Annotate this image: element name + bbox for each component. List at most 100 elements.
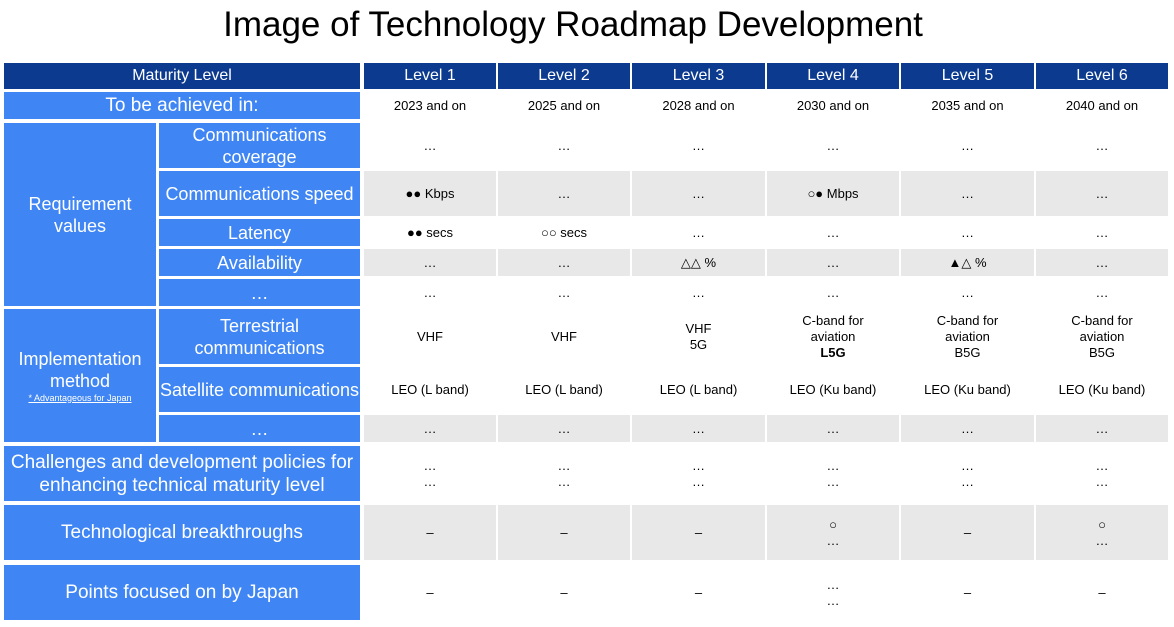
breakthroughs-value-line: … (1095, 532, 1109, 548)
requirement-value-cell: … (1036, 123, 1168, 168)
implementation-value-cell: LEO (Ku band) (1036, 367, 1168, 412)
requirement-value-cell: … (767, 279, 899, 306)
requirement-row-label: … (159, 279, 360, 306)
requirement-value-cell: … (498, 279, 630, 306)
challenges-value-cell: …… (364, 446, 496, 501)
requirement-value-cell: ▲△ % (901, 249, 1034, 276)
implementation-value-line: VHF (685, 320, 712, 336)
implementation-row-label: … (159, 415, 360, 442)
japan-focus-value-line: – (1098, 584, 1106, 600)
challenges-value-cell: …… (1036, 446, 1168, 501)
requirement-values-group: Requirement values (4, 123, 156, 306)
implementation-value-line: C-band for (802, 312, 864, 328)
requirement-value-cell: … (498, 249, 630, 276)
challenges-value-line: … (961, 473, 974, 489)
requirement-value-cell: ○○ secs (498, 219, 630, 246)
implementation-value-cell: LEO (Ku band) (767, 367, 899, 412)
requirement-value-cell: … (632, 123, 765, 168)
implementation-value-cell: C-band for aviation B5G (901, 309, 1034, 364)
japan-focus-value-cell: – (1036, 565, 1168, 620)
implementation-value-line: aviation (945, 328, 990, 344)
level-header-4: Level 4 (767, 63, 899, 89)
requirement-row-label: Communications coverage (159, 123, 360, 168)
requirement-value-cell: … (632, 279, 765, 306)
requirement-value-cell: ●● secs (364, 219, 496, 246)
breakthroughs-value-line: ○ (829, 516, 837, 532)
challenges-value-cell: …… (632, 446, 765, 501)
challenges-value-line: … (423, 457, 437, 473)
requirement-value-cell: … (901, 219, 1034, 246)
breakthroughs-value-line: – (963, 524, 972, 540)
breakthroughs-value-cell: ○… (1036, 505, 1168, 560)
breakthroughs-value-cell: – (364, 505, 496, 560)
achieved-year-6: 2040 and on (1036, 92, 1168, 119)
implementation-value-line: C-band for (1071, 312, 1133, 328)
requirement-value-cell: … (632, 171, 765, 216)
challenges-value-line: … (692, 473, 705, 489)
challenges-value-line: … (557, 473, 571, 489)
level-header-1: Level 1 (364, 63, 496, 89)
breakthroughs-value-line: … (826, 532, 840, 548)
implementation-value-line: 5G (689, 336, 708, 352)
japan-focus-value-cell: – (364, 565, 496, 620)
implementation-value-cell: C-band for aviation L5G (767, 309, 899, 364)
implementation-value-line: B5G (954, 344, 981, 360)
japan-focus-value-cell: – (498, 565, 630, 620)
implementation-value-line: VHF (417, 328, 443, 344)
implementation-row-label: Terrestrial communications (159, 309, 360, 364)
implementation-value-cell: … (767, 415, 899, 442)
breakthroughs-value-line: ○ (1098, 516, 1106, 532)
breakthroughs-value-cell: – (632, 505, 765, 560)
breakthroughs-value-cell: ○… (767, 505, 899, 560)
challenges-value-line: … (1095, 473, 1109, 489)
japan-focus-value-line: – (694, 584, 703, 600)
implementation-value-cell: … (1036, 415, 1168, 442)
challenges-value-cell: …… (498, 446, 630, 501)
implementation-value-line: LEO (Ku band) (924, 381, 1011, 397)
implementation-value-line: LEO (L band) (391, 381, 469, 397)
achieved-year-1: 2023 and on (364, 92, 496, 119)
implementation-value-cell: VHF (364, 309, 496, 364)
level-header-5: Level 5 (901, 63, 1034, 89)
achieved-label: To be achieved in: (4, 92, 360, 119)
implementation-value-line: LEO (Ku band) (789, 381, 877, 397)
breakthroughs-value-cell: – (901, 505, 1034, 560)
breakthroughs-value-cell: – (498, 505, 630, 560)
challenges-value-line: … (961, 457, 974, 473)
japan-focus-value-cell: …… (767, 565, 899, 620)
requirement-value-cell: … (1036, 279, 1168, 306)
implementation-value-cell: LEO (Ku band) (901, 367, 1034, 412)
implementation-value-line: aviation (810, 328, 856, 344)
implementation-value-cell: VHF 5G (632, 309, 765, 364)
japan-focus-value-line: – (560, 584, 568, 600)
implementation-value-cell: LEO (L band) (364, 367, 496, 412)
requirement-value-cell: … (498, 123, 630, 168)
challenges-value-line: … (557, 457, 571, 473)
requirement-value-cell: ●● Kbps (364, 171, 496, 216)
requirement-value-cell: … (364, 123, 496, 168)
implementation-value-cell: C-band for aviation B5G (1036, 309, 1168, 364)
advantageous-for-japan-note: * Advantageous for Japan (28, 392, 132, 403)
implementation-value-line: LEO (L band) (525, 381, 603, 397)
japan-focus-value-line: … (826, 592, 840, 608)
challenges-value-cell: …… (901, 446, 1034, 501)
implementation-value-cell: LEO (L band) (498, 367, 630, 412)
breakthroughs-label: Technological breakthroughs (4, 505, 360, 560)
implementation-value-line: … (826, 420, 840, 436)
requirement-value-cell: … (632, 219, 765, 246)
japan-focus-label: Points focused on by Japan (4, 565, 360, 620)
implementation-value-line: … (1095, 420, 1109, 436)
requirement-value-cell: … (901, 123, 1034, 168)
page-title: Image of Technology Roadmap Development (223, 5, 923, 44)
challenges-value-cell: …… (767, 446, 899, 501)
breakthroughs-value-line: – (560, 524, 568, 540)
implementation-value-cell: LEO (L band) (632, 367, 765, 412)
japan-focus-value-line: – (963, 584, 972, 600)
implementation-value-cell: … (632, 415, 765, 442)
implementation-method-label-stack: Implementation method * Advantageous for … (4, 348, 156, 404)
implementation-value-cell: … (498, 415, 630, 442)
implementation-value-cell: … (364, 415, 496, 442)
implementation-value-line: C-band for (936, 312, 999, 328)
requirement-value-cell: … (364, 249, 496, 276)
challenges-value-line: … (826, 473, 840, 489)
